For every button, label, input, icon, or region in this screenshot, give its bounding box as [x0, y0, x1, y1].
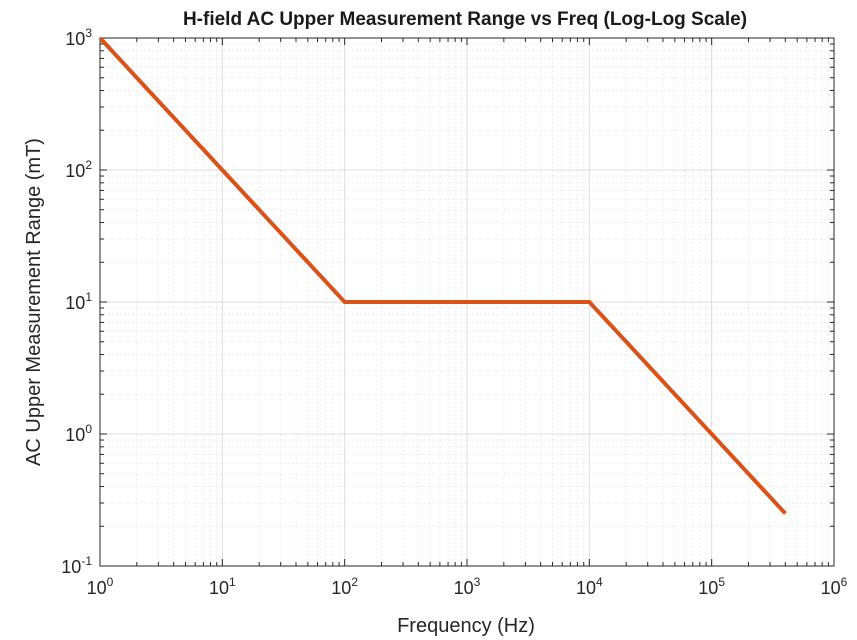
- series-group: [98, 36, 787, 515]
- x-tick-label-base: 10: [209, 578, 229, 598]
- x-tick-label: 103: [454, 575, 481, 598]
- x-tick-label-exponent: 3: [474, 575, 481, 589]
- y-tick-label-exponent: 0: [85, 422, 92, 436]
- x-tick-label-base: 10: [698, 578, 718, 598]
- y-tick-label-exponent: 3: [85, 26, 92, 40]
- tick-marks: [99, 38, 834, 567]
- x-tick-label-exponent: 1: [229, 575, 236, 589]
- x-tick-label-exponent: 4: [596, 575, 603, 589]
- x-axis-label: Frequency (Hz): [397, 615, 535, 637]
- x-tick-label: 101: [209, 575, 236, 598]
- y-axis-label: AC Upper Measurement Range (mT): [23, 138, 45, 466]
- x-tick-label-base: 10: [576, 578, 596, 598]
- x-tick-label-base: 10: [87, 578, 107, 598]
- y-tick-label-exponent: 2: [85, 158, 92, 172]
- y-tick-label: 101: [65, 290, 92, 313]
- x-tick-label-exponent: 6: [841, 575, 848, 589]
- x-tick-label-exponent: 2: [351, 575, 358, 589]
- x-tick-label: 100: [87, 575, 114, 598]
- y-tick-label: 102: [65, 158, 92, 181]
- y-tick-label-base: 10: [65, 293, 85, 313]
- x-tick-label-base: 10: [821, 578, 841, 598]
- y-tick-label-exponent: -1: [81, 554, 92, 568]
- y-tick-label: 103: [65, 26, 92, 49]
- y-tick-label-base: 10: [65, 161, 85, 181]
- y-tick-label-exponent: 1: [85, 290, 92, 304]
- x-tick-label: 105: [698, 575, 725, 598]
- series-line: [98, 36, 787, 515]
- x-tick-label: 102: [331, 575, 358, 598]
- x-tick-labels: 100 101 102 103 104 105 106: [87, 575, 848, 598]
- x-tick-label-base: 10: [454, 578, 474, 598]
- y-tick-label-base: 10: [61, 557, 81, 577]
- y-tick-label: 10-1: [61, 554, 92, 577]
- x-tick-label: 104: [576, 575, 603, 598]
- chart-title: H-field AC Upper Measurement Range vs Fr…: [183, 9, 747, 30]
- x-tick-label-base: 10: [331, 578, 351, 598]
- y-tick-label-base: 10: [65, 425, 85, 445]
- x-tick-label-exponent: 0: [107, 575, 114, 589]
- y-tick-label: 100: [65, 422, 92, 445]
- x-tick-label: 106: [821, 575, 848, 598]
- x-tick-label-exponent: 5: [718, 575, 725, 589]
- y-tick-label-base: 10: [65, 29, 85, 49]
